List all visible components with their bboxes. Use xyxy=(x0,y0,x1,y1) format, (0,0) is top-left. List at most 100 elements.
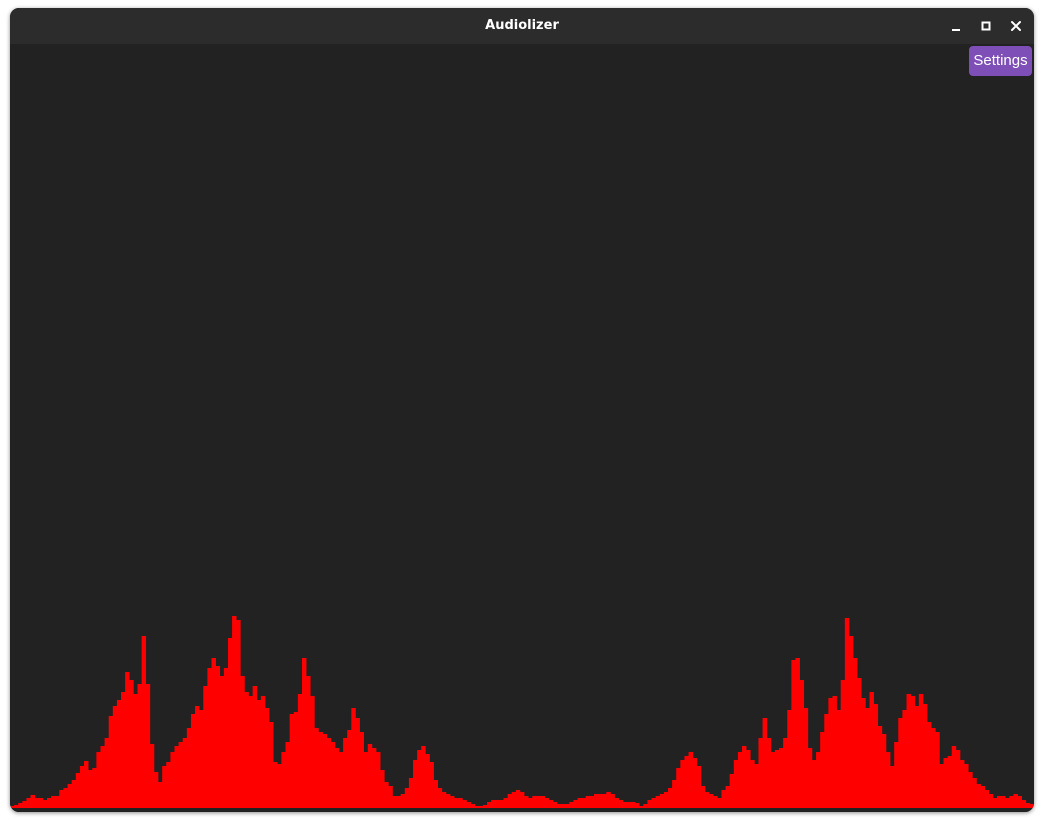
spectrum-bar xyxy=(635,803,640,808)
spectrum-bar xyxy=(885,752,891,808)
spectrum-bar xyxy=(684,756,689,808)
spectrum-bar xyxy=(499,800,504,808)
spectrum-bar xyxy=(466,802,471,808)
spectrum-bar xyxy=(1021,800,1027,808)
spectrum-bar xyxy=(602,794,607,808)
spectrum-bar xyxy=(227,638,233,808)
spectrum-bar xyxy=(22,801,27,808)
spectrum-bar xyxy=(445,794,451,808)
spectrum-bar xyxy=(223,668,229,808)
spectrum-bar xyxy=(326,738,332,808)
spectrum-bar xyxy=(959,760,965,808)
spectrum-bar xyxy=(680,760,685,808)
spectrum-bar xyxy=(766,738,772,808)
spectrum-bar xyxy=(495,800,500,808)
spectrum-bar xyxy=(581,798,587,808)
spectrum-bar xyxy=(524,796,529,808)
spectrum-bar xyxy=(655,796,661,808)
spectrum-bar xyxy=(129,680,134,808)
spectrum-bar xyxy=(762,718,768,808)
spectrum-bar xyxy=(104,738,110,808)
spectrum-bar xyxy=(865,708,870,808)
spectrum-bar xyxy=(236,620,241,808)
spectrum-bar xyxy=(186,728,192,808)
spectrum-bar xyxy=(289,714,295,808)
spectrum-bar xyxy=(248,696,253,808)
spectrum-bar xyxy=(709,794,714,808)
spectrum-bar xyxy=(400,794,406,808)
spectrum-bar xyxy=(519,792,525,808)
spectrum-bar xyxy=(388,786,393,808)
window-title: Audiolizer xyxy=(485,18,559,33)
spectrum-bar xyxy=(955,750,961,808)
spectrum-bar xyxy=(121,692,126,808)
spectrum-bar xyxy=(1013,794,1018,808)
spectrum-bar xyxy=(598,794,603,808)
spectrum-bar xyxy=(112,706,118,808)
spectrum-bar xyxy=(392,796,397,808)
spectrum-bar xyxy=(260,696,266,808)
spectrum-bar xyxy=(47,798,52,808)
spectrum-bar xyxy=(454,798,459,808)
spectrum-bar xyxy=(1029,804,1034,808)
spectrum-bar xyxy=(939,764,944,808)
spectrum-bar xyxy=(1025,803,1031,808)
minimize-button[interactable] xyxy=(944,14,968,38)
spectrum-bar xyxy=(404,788,410,808)
spectrum-bar xyxy=(980,786,985,808)
spectrum-bar xyxy=(890,766,895,808)
spectrum-bar xyxy=(992,798,998,808)
spectrum-bar xyxy=(367,744,373,808)
spectrum-bar xyxy=(318,732,323,808)
spectrum-bar xyxy=(742,746,747,808)
spectrum-bar xyxy=(355,718,360,808)
visualizer-area: Settings xyxy=(10,44,1034,812)
settings-button[interactable]: Settings xyxy=(969,46,1032,76)
spectrum-bar xyxy=(470,804,476,808)
spectrum-bar xyxy=(334,748,340,808)
spectrum-bar xyxy=(540,796,545,808)
spectrum-bar xyxy=(166,762,171,808)
spectrum-bar xyxy=(869,692,874,808)
spectrum-bar xyxy=(968,772,973,808)
spectrum-bar xyxy=(561,804,566,808)
spectrum-bar xyxy=(511,792,517,808)
spectrum-bar xyxy=(528,798,533,808)
spectrum-bar xyxy=(811,760,817,808)
spectrum-bar xyxy=(79,766,85,808)
spectrum-bar xyxy=(491,800,496,808)
spectrum-bar xyxy=(339,752,344,808)
spectrum-bar xyxy=(556,804,562,808)
spectrum-bar xyxy=(573,800,578,808)
spectrum-bar xyxy=(972,778,977,808)
spectrum-bar xyxy=(787,710,792,808)
spectrum-bar xyxy=(976,784,981,808)
spectrum-bar xyxy=(351,708,356,808)
spectrum-bar xyxy=(67,784,73,808)
close-button[interactable] xyxy=(1004,14,1028,38)
spectrum-bar xyxy=(137,684,142,808)
spectrum-bar xyxy=(877,726,883,808)
spectrum-bar xyxy=(396,796,402,808)
spectrum-bar xyxy=(380,770,385,808)
spectrum-bar xyxy=(853,658,858,808)
spectrum-bar xyxy=(301,658,307,808)
spectrum-bar xyxy=(758,738,763,808)
spectrum-bar xyxy=(482,805,488,808)
spectrum-bar xyxy=(824,714,829,808)
spectrum-bar xyxy=(667,788,673,808)
spectrum-bar xyxy=(754,764,759,808)
spectrum-bar xyxy=(910,696,916,808)
spectrum-bar xyxy=(88,770,93,808)
maximize-button[interactable] xyxy=(974,14,998,38)
spectrum-bar xyxy=(548,800,554,808)
spectrum-bar xyxy=(622,802,628,808)
spectrum-bar xyxy=(820,732,825,808)
title-bar[interactable]: Audiolizer xyxy=(10,8,1034,44)
spectrum-bar xyxy=(51,796,56,808)
spectrum-bar xyxy=(408,778,414,808)
spectrum-bar xyxy=(376,752,381,808)
spectrum-bar xyxy=(314,728,319,808)
spectrum-bar xyxy=(589,796,595,808)
spectrum-bar xyxy=(902,710,907,808)
